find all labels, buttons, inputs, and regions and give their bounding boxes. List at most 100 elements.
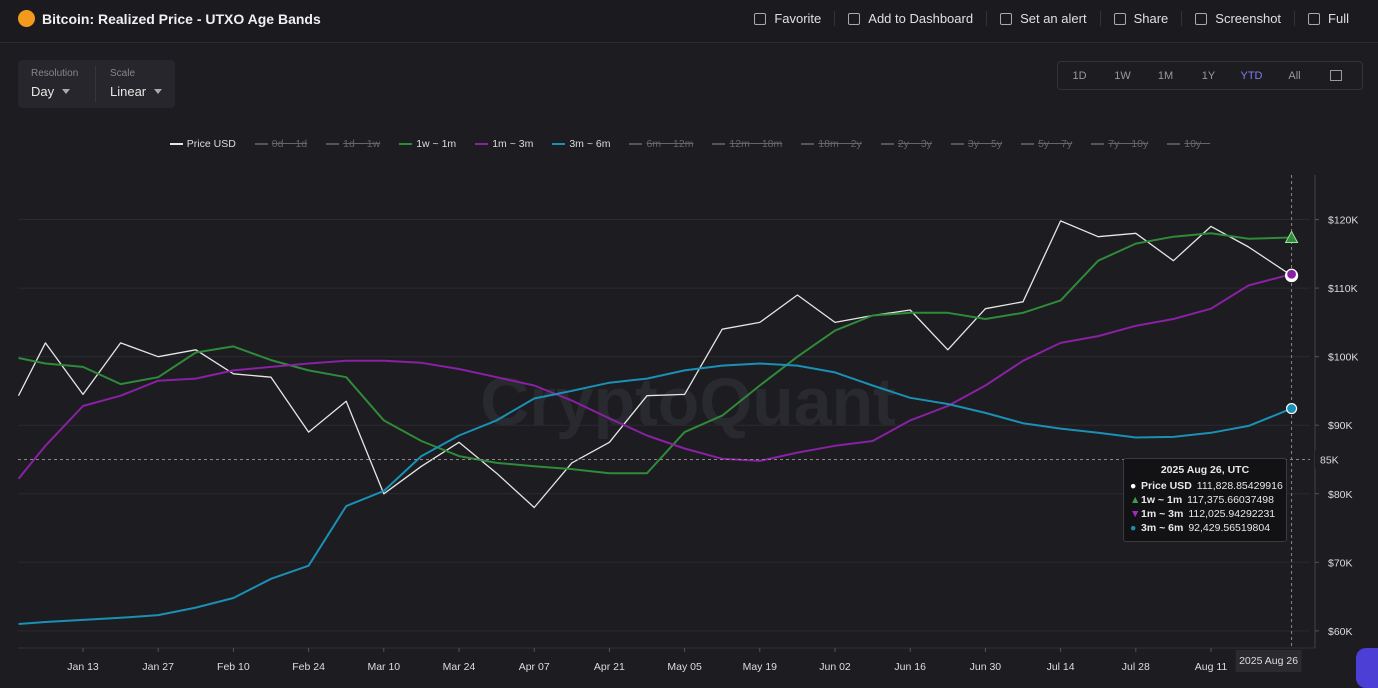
legend-item[interactable]: 2y ~ 3y	[880, 138, 932, 150]
legend-label: 7y ~ 10y	[1108, 138, 1149, 150]
legend-label: 2y ~ 3y	[897, 138, 932, 150]
legend-item[interactable]: Price USD	[169, 138, 236, 150]
x-tick-label: Feb 10	[217, 661, 250, 673]
page-title: Bitcoin: Realized Price - UTXO Age Bands	[42, 11, 321, 27]
legend-swatch	[1167, 143, 1181, 145]
range-button[interactable]: All	[1288, 69, 1301, 82]
y-tick-label: $120K	[1328, 215, 1358, 227]
tooltip-value: 111,828.85429916	[1196, 480, 1283, 492]
legend-item[interactable]: 12m ~ 18m	[712, 138, 782, 150]
end-marker	[1284, 230, 1299, 244]
range-button[interactable]: 1M	[1157, 69, 1174, 82]
action-icon	[1000, 12, 1013, 25]
tooltip-name: 3m ~ 6m	[1141, 522, 1184, 534]
legend-swatch	[801, 143, 815, 145]
x-tick-label: Jan 27	[142, 661, 174, 673]
watermark: CryptoQuant	[480, 364, 896, 440]
action-button[interactable]: Add to Dashboard	[834, 11, 986, 26]
action-button[interactable]: Favorite	[741, 11, 834, 26]
x-tick-label: Jan 13	[67, 661, 99, 673]
end-marker	[1285, 402, 1298, 415]
y-tick-label: $90K	[1328, 420, 1353, 432]
legend-label: 12m ~ 18m	[729, 138, 783, 150]
legend-item[interactable]: 6m ~ 12m	[629, 138, 693, 150]
actions: Favorite Add to Dashboard Set an alert Shar…	[741, 11, 1362, 26]
legend-item[interactable]: 5y ~ 7y	[1021, 138, 1072, 150]
resolution-label: Resolution	[31, 68, 79, 79]
controls: Resolution Day Scale Linear	[18, 60, 175, 108]
legend-item[interactable]: 1w ~ 1m	[399, 138, 456, 150]
y-tick-label: $70K	[1328, 557, 1353, 569]
action-button[interactable]: Screenshot	[1181, 11, 1294, 26]
calendar-button[interactable]	[1316, 70, 1356, 81]
cursor-label: 2025 Aug 26	[1239, 655, 1298, 667]
action-button[interactable]: Share	[1099, 11, 1182, 26]
header: Bitcoin: Realized Price - UTXO Age Bands…	[0, 0, 1378, 43]
legend-label: 10y ~	[1184, 138, 1211, 150]
legend-item[interactable]: 0d ~ 1d	[254, 138, 308, 150]
range-button[interactable]: 1D	[1072, 69, 1087, 82]
legend-item[interactable]: 1m ~ 3m	[475, 138, 533, 150]
legend-item[interactable]: 1d ~ 1w	[326, 138, 380, 150]
legend-item[interactable]: 3y ~ 5y	[950, 138, 1003, 150]
tooltip-dot: ▼	[1130, 508, 1141, 520]
x-tick-label: May 05	[667, 661, 702, 673]
tooltip-title: 2025 Aug 26, UTC	[1160, 464, 1250, 476]
action-icon	[1308, 12, 1321, 25]
range-button[interactable]: 1Y	[1201, 69, 1216, 82]
legend-swatch	[1021, 143, 1035, 145]
action-label: Share	[1133, 11, 1169, 26]
divider	[95, 66, 96, 102]
resolution[interactable]: Resolution Day	[31, 68, 78, 99]
cursor-label-box	[1235, 650, 1302, 672]
action-label: Set an alert	[1020, 11, 1087, 26]
x-tick-label: Jun 02	[819, 661, 851, 673]
range-button[interactable]: YTD	[1240, 69, 1263, 82]
tooltip-dot: ▲	[1130, 494, 1141, 506]
action-label: Favorite	[774, 11, 822, 26]
legend-swatch	[475, 143, 489, 145]
legend-swatch	[629, 143, 643, 145]
legend-swatch	[552, 143, 566, 145]
legend-swatch	[399, 143, 413, 145]
x-tick-label: Feb 24	[292, 661, 325, 673]
legend-item[interactable]: 18m ~ 2y	[801, 138, 862, 150]
action-icon	[1195, 12, 1208, 25]
action-icon	[1113, 12, 1126, 25]
series-line	[17, 220, 1292, 509]
legend-label: 0d ~ 1d	[271, 138, 308, 150]
action-button[interactable]: Full	[1294, 11, 1362, 26]
tooltip-row: ● Price USD 111,828.85429916	[1124, 479, 1286, 493]
tooltip-row: ▲ 1w ~ 1m 117,375.66037498	[1124, 493, 1286, 507]
end-marker	[1285, 268, 1298, 280]
legend-swatch	[1091, 143, 1105, 145]
x-tick-label: Jun 30	[970, 661, 1002, 673]
end-marker	[1284, 268, 1299, 283]
legend-swatch	[169, 143, 183, 145]
legend-swatch	[880, 143, 894, 145]
action-button[interactable]: Set an alert	[986, 11, 1100, 26]
scale[interactable]: Scale Linear	[110, 68, 162, 99]
legend-label: 3m ~ 6m	[569, 138, 611, 150]
chat-button[interactable]	[1356, 648, 1378, 688]
x-tick-label: Apr 21	[594, 661, 625, 673]
legend-item[interactable]: 10y ~	[1167, 138, 1210, 150]
range-button[interactable]: 1W	[1114, 69, 1131, 82]
crosshair-label: 85K	[1320, 454, 1339, 466]
legend-item[interactable]: 7y ~ 10y	[1091, 138, 1148, 150]
crosshair-label-box	[1315, 450, 1341, 469]
x-tick-label: Jun 16	[894, 661, 926, 673]
y-tick-label: $110K	[1328, 283, 1358, 295]
legend-label: Price USD	[186, 138, 236, 150]
legend-item[interactable]: 3m ~ 6m	[552, 138, 610, 150]
y-tick-label: $80K	[1328, 489, 1353, 501]
legend-label: 3y ~ 5y	[967, 138, 1003, 150]
tooltip-value: 112,025.94292231	[1188, 508, 1276, 520]
legend-label: 5y ~ 7y	[1038, 138, 1073, 150]
action-label: Full	[1328, 11, 1349, 26]
x-tick-label: Jul 28	[1122, 661, 1150, 673]
resolution-value: Day	[31, 84, 78, 99]
x-tick-label: Aug 11	[1195, 661, 1228, 673]
